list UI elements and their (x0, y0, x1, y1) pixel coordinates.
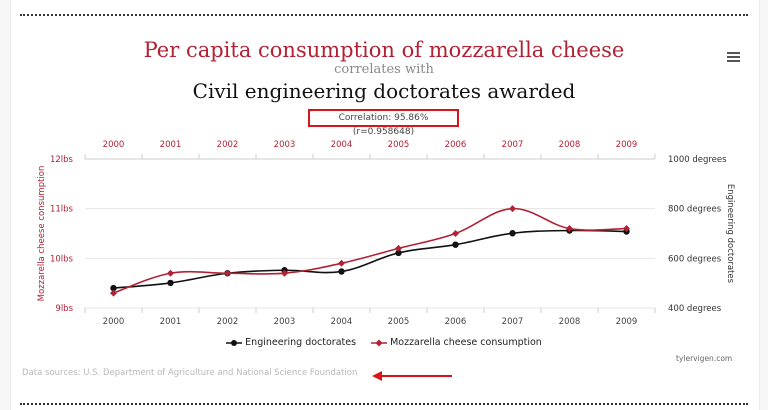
y-left-tick-label: 10lbs (50, 254, 74, 264)
x-top-tick-label: 2005 (388, 140, 410, 150)
x-top-tick-label: 2009 (616, 140, 638, 150)
menu-icon[interactable] (727, 52, 740, 63)
x-tick-label: 2007 (502, 317, 524, 327)
chart-title: Per capita consumption of mozzarella che… (143, 38, 625, 62)
x-top-tick-label: 2008 (559, 140, 581, 150)
data-point-cheese (395, 244, 402, 252)
data-point-engineering (509, 230, 516, 237)
left-arrow-icon (372, 371, 452, 381)
x-tick-label: 2000 (103, 317, 125, 327)
x-top-tick-label: 2000 (103, 140, 125, 150)
x-top-tick-label: 2002 (217, 140, 239, 150)
data-point-cheese (623, 225, 630, 233)
legend-marker-engineering (226, 339, 243, 346)
x-tick-label: 2002 (217, 317, 239, 327)
data-point-cheese (509, 205, 516, 213)
x-tick-label: 2005 (388, 317, 410, 327)
legend-marker-cheese (371, 339, 388, 346)
y-left-tick-label: 12lbs (50, 155, 74, 165)
legend-item-engineering[interactable]: Engineering doctorates (226, 337, 356, 348)
data-point-cheese (566, 225, 573, 233)
data-source-text: Data sources: U.S. Department of Agricul… (22, 368, 358, 378)
data-point-cheese (281, 269, 288, 277)
x-top-tick-label: 2006 (445, 140, 467, 150)
bottom-divider (20, 403, 748, 405)
x-top-tick-label: 2007 (502, 140, 524, 150)
y-left-tick-label: 9lbs (55, 304, 73, 314)
x-tick-label: 2006 (445, 317, 467, 327)
top-divider (20, 14, 748, 16)
data-point-cheese (224, 269, 231, 277)
data-point-cheese (110, 289, 117, 297)
credit-text[interactable]: tylervigen.com (676, 354, 733, 363)
data-point-engineering (395, 249, 402, 257)
legend-label-cheese: Mozzarella cheese consumption (390, 337, 542, 348)
x-top-tick-label: 2004 (331, 140, 353, 150)
y-left-axis-title: Mozzarella cheese consumption (37, 166, 47, 302)
x-tick-label: 2001 (160, 317, 182, 327)
y-right-tick-label: 800 degrees (668, 205, 722, 215)
x-top-tick-label: 2001 (160, 140, 182, 150)
data-point-engineering (338, 268, 345, 275)
correlation-box: Correlation: 95.86% (r=0.958648) (308, 109, 459, 137)
y-right-tick-label: 600 degrees (668, 254, 722, 264)
legend-label-engineering: Engineering doctorates (245, 337, 357, 348)
x-tick-label: 2004 (331, 317, 353, 327)
data-point-cheese (167, 269, 174, 277)
series-line-cheese (113, 207, 627, 294)
x-tick-label: 2003 (274, 317, 296, 327)
y-left-tick-label: 11lbs (50, 205, 74, 215)
chart-connector: correlates with (334, 62, 434, 77)
data-point-engineering (110, 284, 117, 292)
y-right-tick-label: 400 degrees (668, 304, 722, 314)
data-point-cheese (452, 230, 459, 237)
x-top-tick-label: 2003 (274, 140, 296, 150)
y-right-axis-title: Engineering doctorates (725, 184, 735, 284)
data-point-cheese (338, 259, 345, 267)
x-tick-label: 2008 (559, 317, 581, 327)
chart-legend: Engineering doctorates Mozzarella cheese… (0, 337, 768, 348)
series-line-engineering (113, 229, 627, 289)
data-point-engineering (452, 241, 459, 248)
x-tick-label: 2009 (616, 317, 638, 327)
chart-card (10, 0, 760, 410)
y-right-tick-label: 1000 degrees (668, 155, 727, 165)
legend-item-cheese[interactable]: Mozzarella cheese consumption (371, 337, 542, 348)
data-point-engineering (167, 279, 174, 287)
chart-subtitle: Civil engineering doctorates awarded (192, 79, 576, 103)
